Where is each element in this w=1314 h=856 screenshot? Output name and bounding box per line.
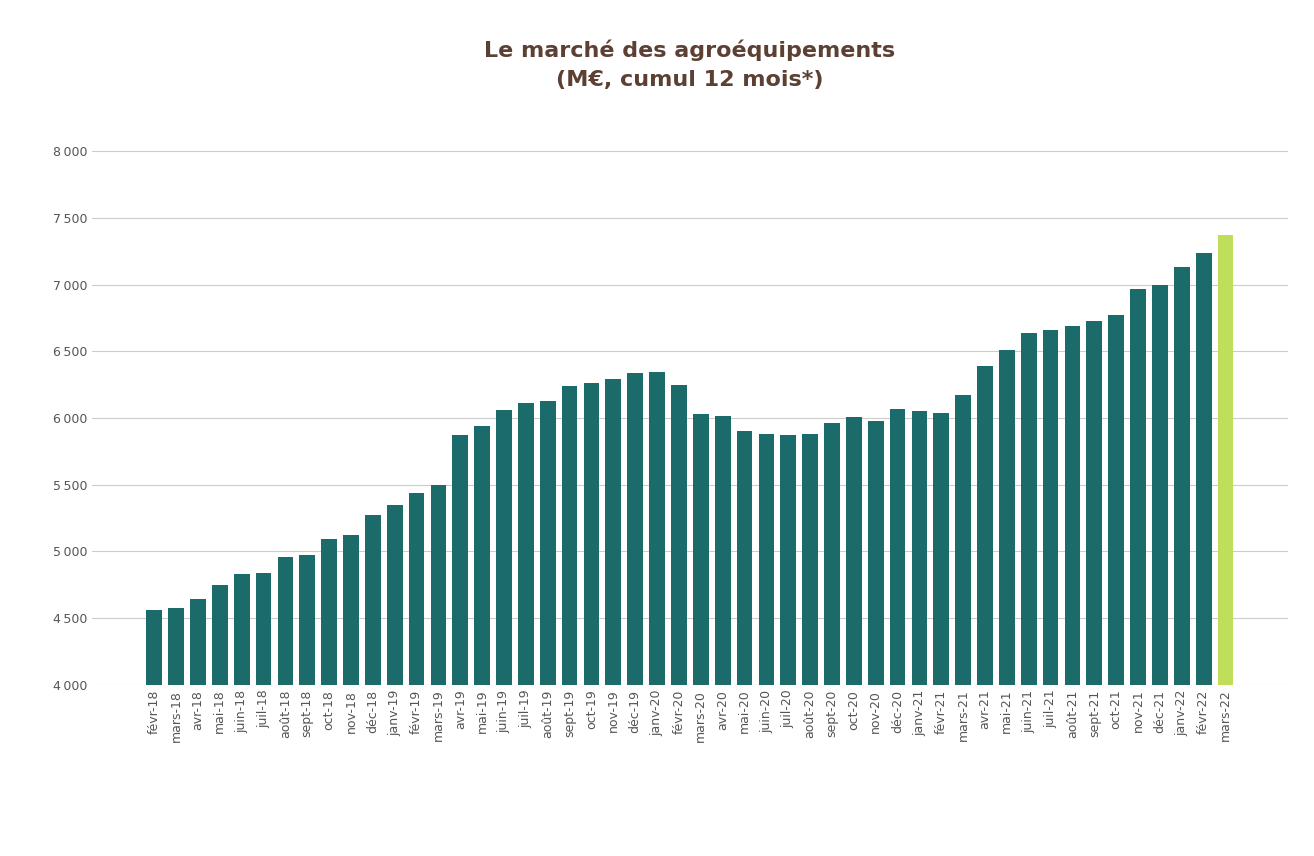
Bar	[474, 426, 490, 856]
Bar	[518, 402, 533, 856]
Bar	[803, 434, 819, 856]
Bar	[1130, 288, 1146, 856]
Bar	[692, 414, 708, 856]
Bar	[146, 610, 162, 856]
Bar	[409, 493, 424, 856]
Bar	[365, 515, 381, 856]
Bar	[343, 535, 359, 856]
Bar	[386, 505, 402, 856]
Bar	[999, 350, 1014, 856]
Bar	[212, 585, 227, 856]
Bar	[912, 411, 928, 856]
Bar	[715, 416, 731, 856]
Bar	[671, 384, 687, 856]
Bar	[168, 608, 184, 856]
Bar	[452, 436, 468, 856]
Title: Le marché des agroéquipements
(M€, cumul 12 mois*): Le marché des agroéquipements (M€, cumul…	[485, 39, 895, 90]
Bar	[1043, 330, 1059, 856]
Bar	[649, 372, 665, 856]
Bar	[583, 383, 599, 856]
Bar	[1152, 285, 1168, 856]
Bar	[1218, 235, 1234, 856]
Bar	[256, 573, 272, 856]
Bar	[737, 431, 753, 856]
Bar	[1196, 253, 1212, 856]
Bar	[321, 539, 336, 856]
Bar	[300, 555, 315, 856]
Bar	[497, 410, 512, 856]
Bar	[540, 401, 556, 856]
Bar	[627, 373, 643, 856]
Bar	[1108, 315, 1123, 856]
Bar	[824, 424, 840, 856]
Bar	[955, 395, 971, 856]
Bar	[234, 574, 250, 856]
Bar	[933, 413, 949, 856]
Bar	[277, 556, 293, 856]
Bar	[758, 434, 774, 856]
Bar	[431, 484, 447, 856]
Bar	[890, 409, 905, 856]
Bar	[781, 436, 796, 856]
Bar	[1087, 321, 1102, 856]
Bar	[867, 420, 883, 856]
Bar	[606, 379, 622, 856]
Bar	[1021, 333, 1037, 856]
Bar	[978, 366, 993, 856]
Bar	[1173, 267, 1189, 856]
Bar	[846, 417, 862, 856]
Bar	[561, 386, 577, 856]
Bar	[191, 599, 206, 856]
Bar	[1064, 326, 1080, 856]
